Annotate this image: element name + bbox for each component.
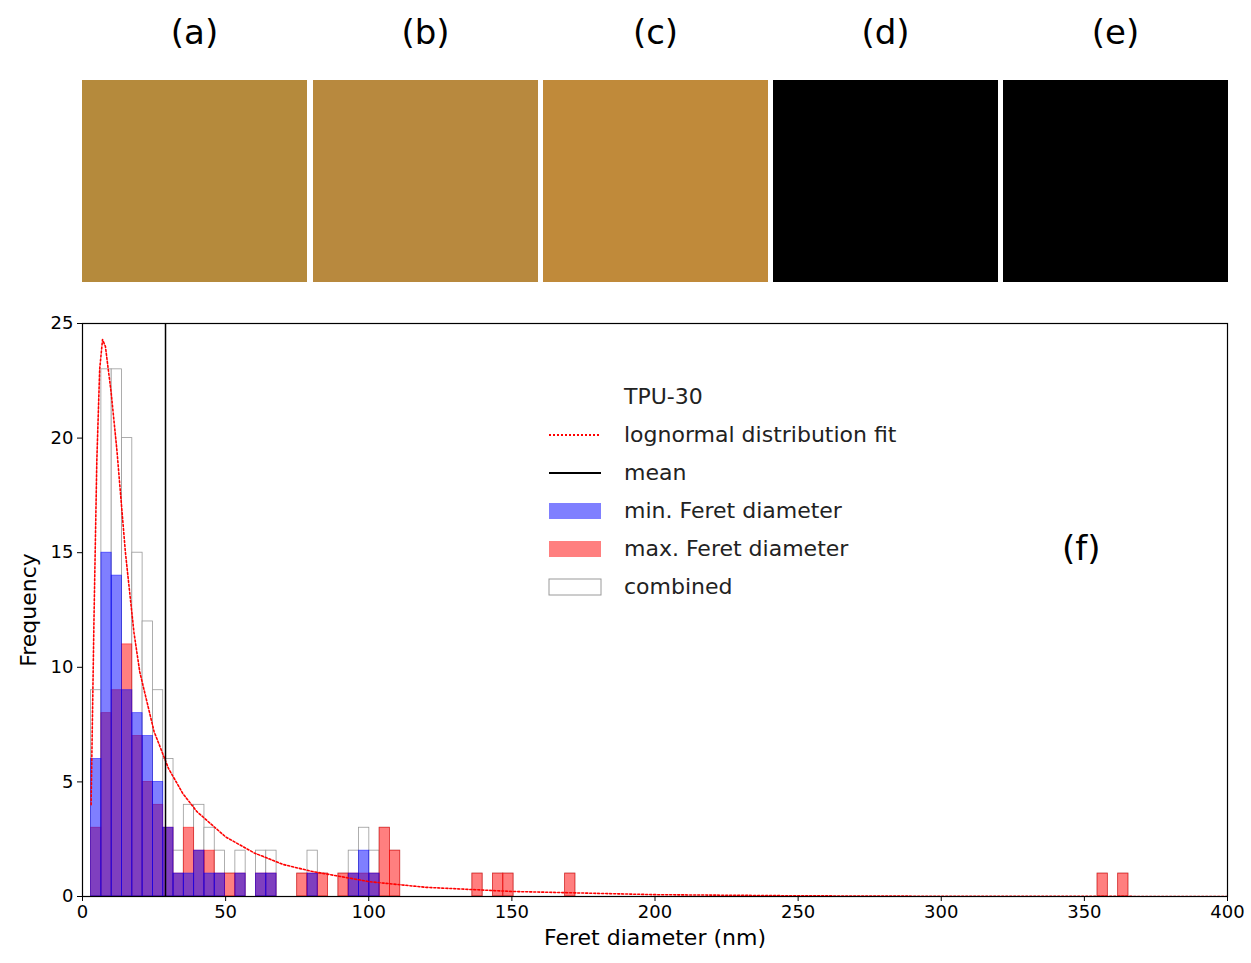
- html-text:min. Feret diameter: min. Feret diameter: [624, 498, 842, 523]
- html-text:(d): (d): [861, 12, 910, 52]
- svg-text:5: 5: [62, 771, 73, 792]
- svg-text:Feret diameter (nm): Feret diameter (nm): [544, 925, 766, 950]
- html-text:(f): (f): [1062, 528, 1101, 568]
- svg-text:10: 10: [51, 656, 74, 677]
- html-text:(e): (e): [1091, 12, 1140, 52]
- svg-text:25: 25: [51, 312, 74, 333]
- html-text:(a): (a): [170, 12, 219, 52]
- html-text:mean: mean: [624, 460, 687, 485]
- svg-text:20: 20: [51, 427, 74, 448]
- svg-text:100: 100: [352, 901, 386, 922]
- svg-text:150: 150: [495, 901, 529, 922]
- html-text:combined: combined: [624, 574, 733, 599]
- html-text:lognormal distribution fit: lognormal distribution fit: [624, 422, 897, 447]
- svg-text:350: 350: [1067, 901, 1101, 922]
- html-text:max. Feret diameter: max. Feret diameter: [624, 536, 849, 561]
- svg-text:Frequency: Frequency: [16, 553, 41, 667]
- html-text:(c): (c): [632, 12, 679, 52]
- svg-text:50: 50: [214, 901, 237, 922]
- svg-text:200: 200: [638, 901, 672, 922]
- html-text:TPU-30: TPU-30: [624, 384, 703, 409]
- svg-text:300: 300: [924, 901, 958, 922]
- svg-text:400: 400: [1210, 901, 1244, 922]
- svg-text:250: 250: [781, 901, 815, 922]
- svg-text:0: 0: [62, 885, 73, 906]
- svg-text:15: 15: [51, 541, 74, 562]
- svg-text:0: 0: [77, 901, 88, 922]
- html-text:(b): (b): [401, 12, 450, 52]
